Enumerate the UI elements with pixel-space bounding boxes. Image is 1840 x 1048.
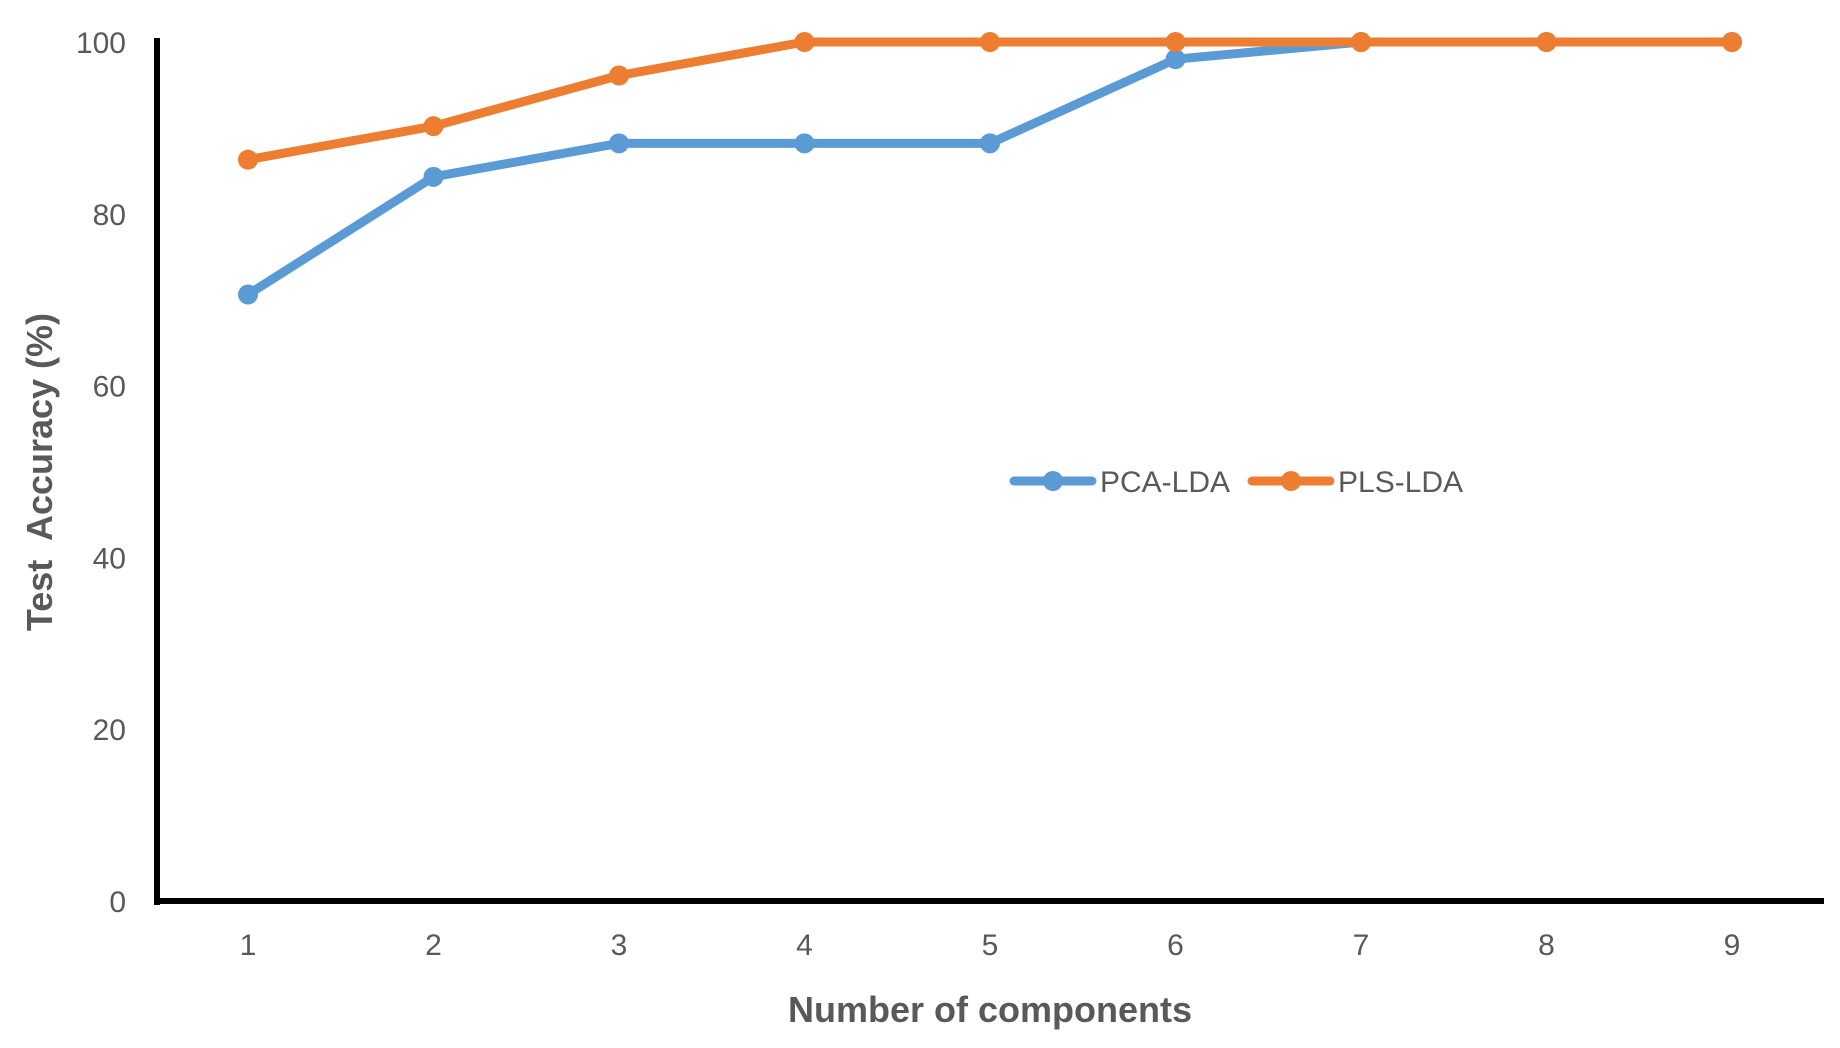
legend-item-pca-lda: PCA-LDA — [1009, 466, 1230, 499]
series-pls-lda — [238, 32, 1742, 170]
x-tick-label: 7 — [1353, 929, 1370, 962]
x-tick-label: 1 — [240, 929, 257, 962]
data-point-pca-lda — [1165, 49, 1186, 70]
data-point-pls-lda — [794, 32, 815, 52]
axes — [154, 38, 1824, 905]
x-tick-label: 5 — [982, 929, 999, 962]
series-pca-lda — [238, 32, 1742, 305]
data-point-pls-lda — [423, 116, 444, 137]
y-tick-label: 40 — [93, 542, 126, 575]
legend-label: PCA-LDA — [1100, 466, 1230, 499]
data-point-pls-lda — [609, 65, 629, 86]
series-group — [238, 32, 1742, 305]
legend-label: PLS-LDA — [1338, 466, 1463, 499]
x-tick-label: 8 — [1538, 929, 1555, 962]
x-tick-label: 2 — [425, 929, 442, 962]
data-point-pls-lda — [1722, 32, 1742, 52]
data-point-pca-lda — [794, 133, 815, 154]
x-tick-labels: 1 2 3 4 5 6 7 8 9 — [240, 929, 1741, 962]
y-tick-label: 60 — [93, 371, 126, 404]
y-axis-title: Test Accuracy (%) — [19, 313, 60, 631]
y-tick-labels: 0 20 40 60 80 100 — [76, 27, 126, 919]
x-axis-title: Number of components — [788, 989, 1192, 1030]
legend-swatch-marker — [1043, 471, 1063, 491]
legend-item-pls-lda: PLS-LDA — [1247, 466, 1463, 499]
y-tick-label: 0 — [109, 886, 126, 919]
y-tick-label: 80 — [93, 199, 126, 232]
y-tick-label: 20 — [93, 714, 126, 747]
x-tick-label: 3 — [611, 929, 628, 962]
data-point-pls-lda — [238, 149, 258, 170]
legend-swatch-marker — [1281, 471, 1301, 491]
series-line-pca-lda — [243, 37, 1737, 300]
y-tick-label: 100 — [76, 27, 126, 60]
data-point-pls-lda — [1165, 32, 1186, 52]
data-point-pls-lda — [980, 32, 1000, 52]
data-point-pca-lda — [609, 133, 629, 154]
x-tick-label: 6 — [1167, 929, 1184, 962]
x-tick-label: 4 — [796, 929, 813, 962]
legend: PCA-LDA PLS-LDA — [1009, 466, 1463, 499]
x-tick-label: 9 — [1724, 929, 1741, 962]
data-point-pls-lda — [1536, 32, 1557, 52]
data-point-pca-lda — [980, 133, 1000, 154]
data-point-pls-lda — [1351, 32, 1371, 52]
data-point-pca-lda — [238, 284, 258, 305]
data-point-pca-lda — [423, 166, 444, 187]
